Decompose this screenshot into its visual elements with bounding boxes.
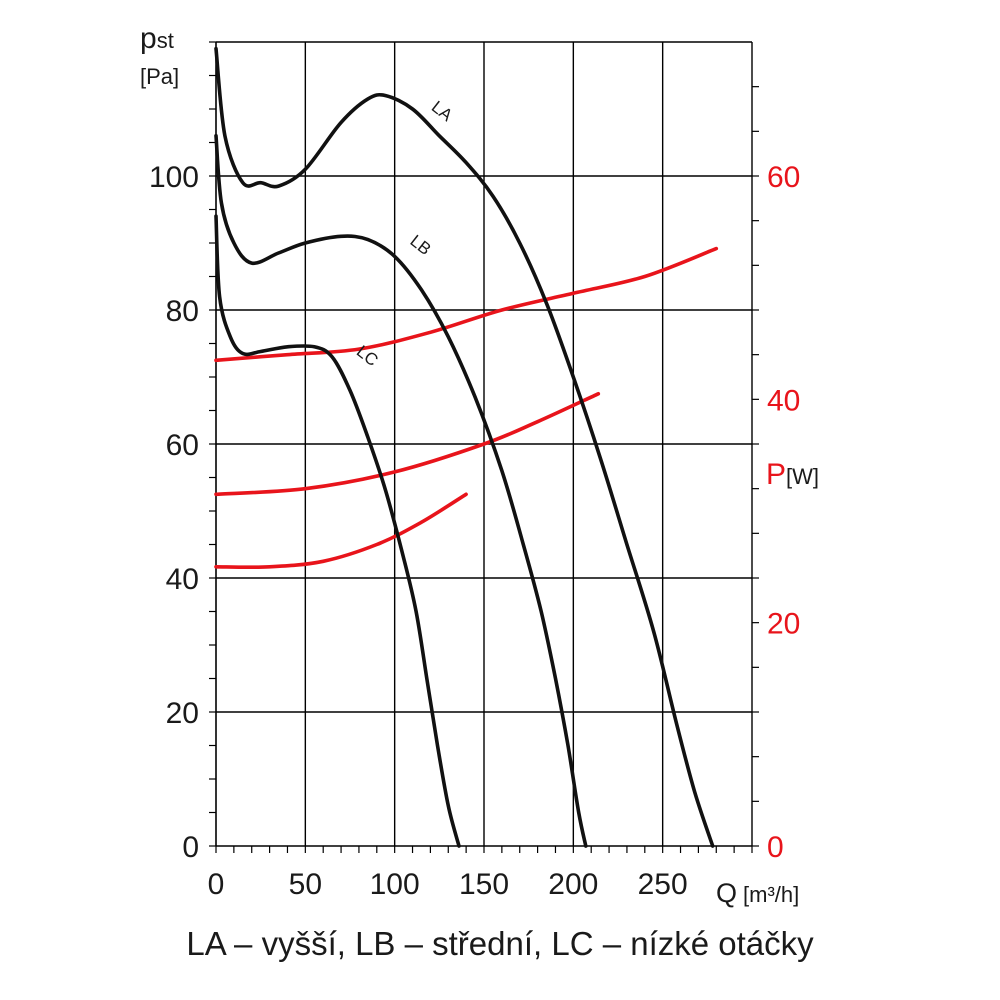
y-tick-label: 20 [166,697,199,730]
x-tick-label: 50 [289,868,322,901]
x-tick-label: 200 [548,868,598,901]
x-tick-label: 0 [208,868,225,901]
y-tick-label: 0 [182,831,199,864]
y2-tick-label: 40 [767,384,800,417]
y2-axis-ticks: 0 20 40 60 [767,161,800,864]
pressure-curve-lb [214,134,588,848]
y2-tick-label: 0 [767,831,784,864]
power-curve-lc [214,492,468,570]
y-axis-ticks: 0 20 40 60 80 100 [149,161,199,864]
y2-tick-label: 60 [767,161,800,194]
x-tick-label: 150 [459,868,509,901]
power-curve-la [214,246,719,363]
y-tick-label: 80 [166,295,199,328]
y2-axis-title: P[W] [766,458,819,491]
minor-ticks [209,41,759,853]
y2-tick-label: 20 [767,608,800,641]
chart-caption: LA – vyšší, LB – střední, LC – nízké otá… [186,925,814,962]
x-tick-label: 100 [370,868,420,901]
curve-label-la: LA [428,97,457,125]
y-axis-title: pst [140,22,174,55]
x-axis-title: Q [m³/h] [716,878,799,908]
curve-label-lb: LB [406,231,434,259]
x-axis-ticks: 0 50 100 150 200 250 [208,868,688,901]
pressure-curve-lc [214,214,461,848]
power-curve-lb [214,392,601,497]
y-tick-label: 60 [166,429,199,462]
power-curves [214,246,719,570]
pressure-curves [214,46,715,848]
pressure-curve-la [214,46,715,848]
x-tick-label: 250 [638,868,688,901]
y-tick-label: 40 [166,563,199,596]
y-tick-label: 100 [149,161,199,194]
y-axis-unit: [Pa] [140,64,179,89]
